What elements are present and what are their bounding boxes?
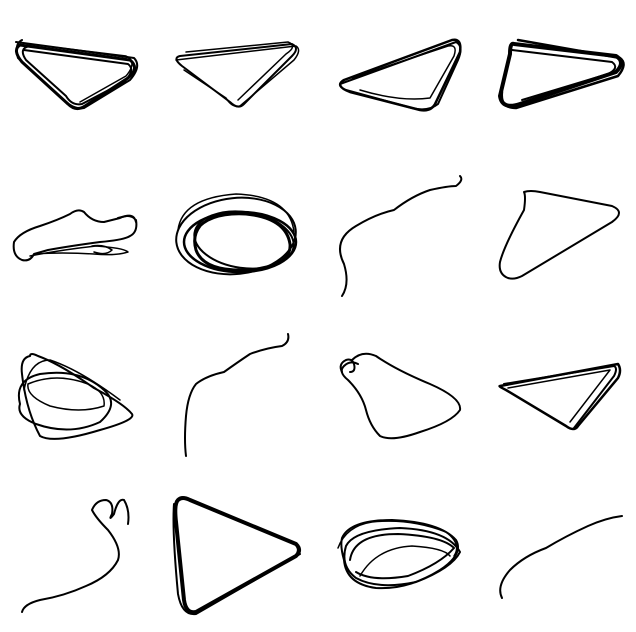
sketch-triangle-smooth — [498, 190, 620, 280]
sketch-triangle-flat — [338, 38, 462, 112]
sketch-blob-hook — [339, 352, 462, 440]
sketch-hooked-line — [21, 498, 130, 613]
sketch-triangle-loose — [175, 41, 300, 108]
sketch-triangle-bold — [498, 38, 625, 110]
sketch-arc-line — [499, 515, 623, 599]
sketch-triangle-dense — [15, 39, 139, 111]
sketch-triangle-large — [172, 496, 301, 616]
sketch-scribble-horizontal — [12, 209, 138, 262]
sketch-scribble-dense — [337, 519, 461, 590]
sketch-curved-line — [184, 333, 290, 457]
sketch-scribble-loops — [18, 353, 134, 440]
sketch-wavy-line — [339, 175, 463, 297]
sketch-triangle-thin — [498, 362, 622, 431]
sketch-scribble-ellipse — [175, 193, 298, 276]
